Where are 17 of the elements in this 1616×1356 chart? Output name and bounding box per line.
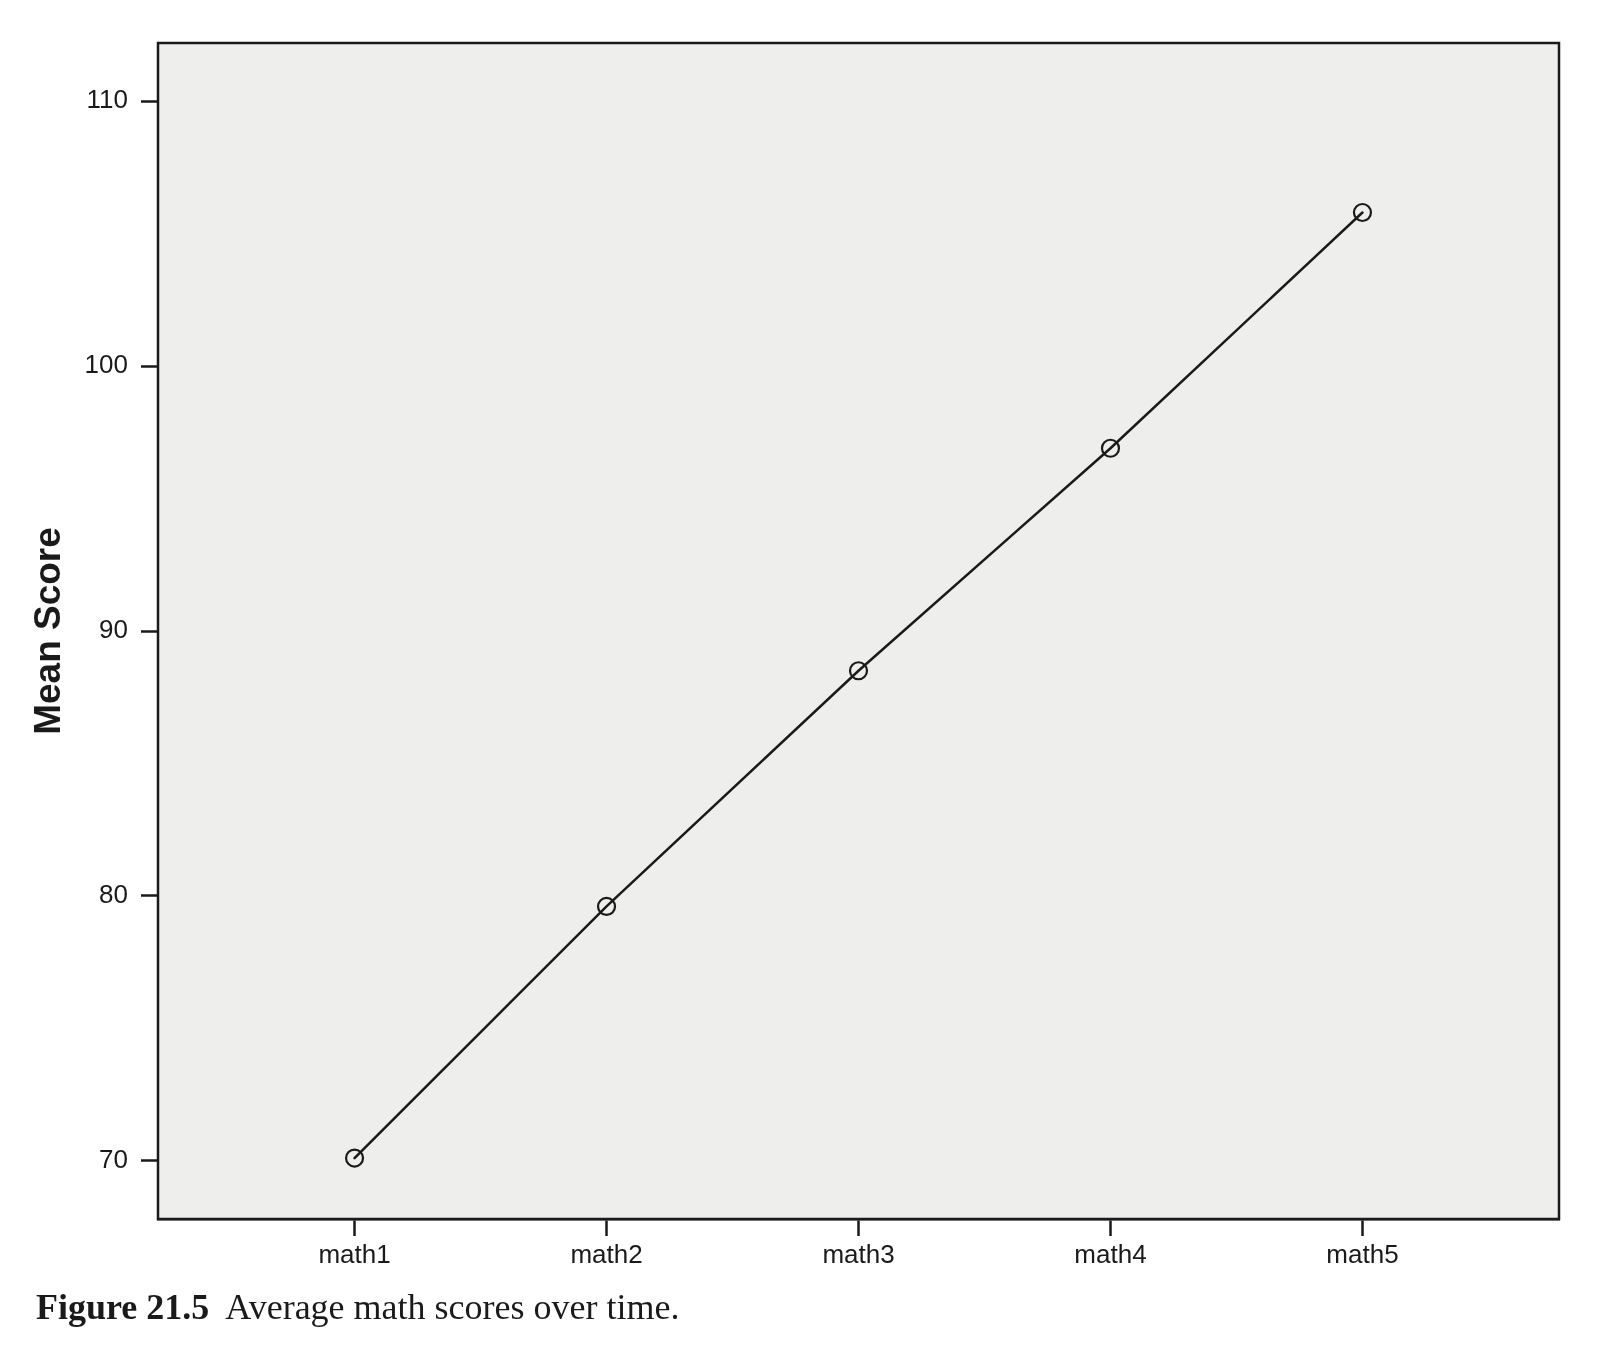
x-tick-label: math4: [1074, 1238, 1147, 1269]
point: [596, 896, 617, 917]
x-tick-label: math5: [1326, 1238, 1399, 1269]
y-tick-label: 70: [99, 1143, 128, 1174]
x-tick-label: math2: [570, 1238, 643, 1269]
y-axis-title: Mean Score: [27, 527, 69, 735]
point: [344, 1148, 365, 1168]
x-tick-label: math3: [822, 1238, 895, 1269]
caption: Figure 21.5 Average math scores over time.: [36, 1286, 680, 1328]
y-tick-label: 100: [84, 349, 128, 380]
point: [1100, 438, 1121, 458]
y-tick-label: 80: [99, 879, 128, 910]
y-tick-label: 110: [86, 84, 128, 115]
point: [1352, 202, 1373, 223]
x-tick-label: math1: [318, 1238, 391, 1269]
point: [848, 661, 869, 681]
y-tick-label: 90: [99, 614, 128, 645]
